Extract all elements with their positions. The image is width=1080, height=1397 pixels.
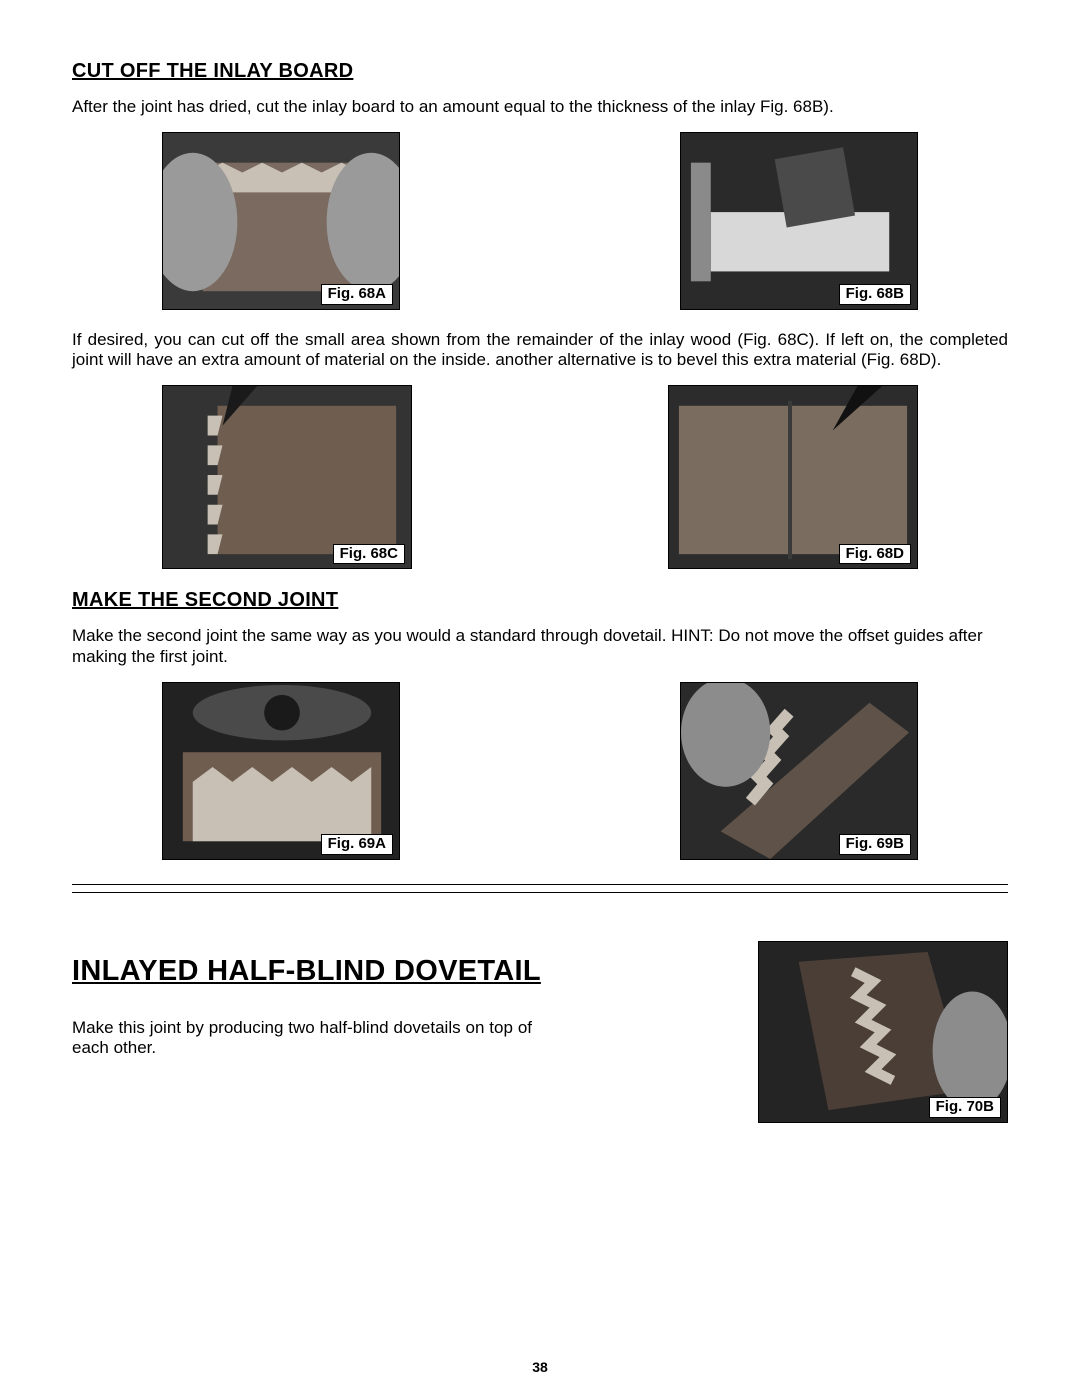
figure-69a: Fig. 69A <box>162 682 400 860</box>
figure-68a: Fig. 68A <box>162 132 400 310</box>
section-divider <box>72 884 1008 893</box>
photo-70b <box>759 942 1007 1122</box>
page-number: 38 <box>0 1359 1080 1375</box>
figure-label-68d: Fig. 68D <box>839 544 911 565</box>
figure-label-68b: Fig. 68B <box>839 284 911 305</box>
photo-68b <box>681 133 917 309</box>
photo-68c <box>163 386 411 568</box>
photo-69a <box>163 683 399 859</box>
heading-inlayed-half-blind-dovetail: INLAYED HALF-BLIND DOVETAIL <box>72 955 730 988</box>
figure-68c: Fig. 68C <box>162 385 412 569</box>
section-inlayed-half-blind: INLAYED HALF-BLIND DOVETAIL Make this jo… <box>72 941 1008 1123</box>
figure-label-68c: Fig. 68C <box>333 544 405 565</box>
figure-label-68a: Fig. 68A <box>321 284 393 305</box>
heading-cut-off-inlay-board: CUT OFF THE INLAY BOARD <box>72 60 1008 83</box>
paragraph-section2-1: Make the second joint the same way as yo… <box>72 626 1008 667</box>
photo-68a <box>163 133 399 309</box>
figure-row-69ab: Fig. 69A Fig. 69B <box>72 682 1008 860</box>
paragraph-section1-2: If desired, you can cut off the small ar… <box>72 330 1008 371</box>
photo-69b <box>681 683 917 859</box>
paragraph-section1-1: After the joint has dried, cut the inlay… <box>72 97 1008 118</box>
figure-row-68cd: Fig. 68C Fig. 68D <box>72 385 1008 569</box>
paragraph-section3-1: Make this joint by producing two half-bl… <box>72 1018 532 1059</box>
figure-label-70b: Fig. 70B <box>929 1097 1001 1118</box>
figure-label-69a: Fig. 69A <box>321 834 393 855</box>
figure-68b: Fig. 68B <box>680 132 918 310</box>
photo-68d <box>669 386 917 568</box>
figure-69b: Fig. 69B <box>680 682 918 860</box>
figure-68d: Fig. 68D <box>668 385 918 569</box>
figure-label-69b: Fig. 69B <box>839 834 911 855</box>
heading-make-second-joint: MAKE THE SECOND JOINT <box>72 589 1008 612</box>
figure-70b: Fig. 70B <box>758 941 1008 1123</box>
manual-page: CUT OFF THE INLAY BOARD After the joint … <box>0 0 1080 1397</box>
figure-row-68ab: Fig. 68A Fig. 68B <box>72 132 1008 310</box>
